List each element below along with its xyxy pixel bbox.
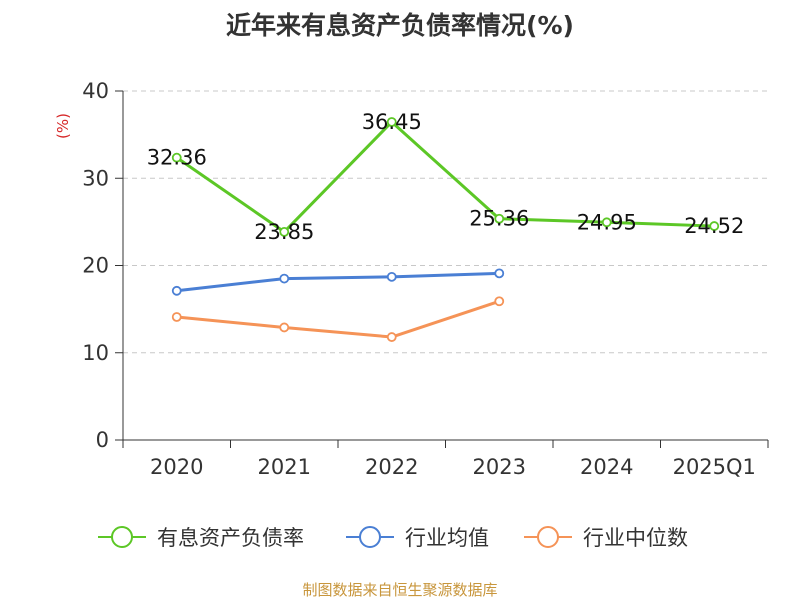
- data-label: 32.36: [147, 146, 207, 170]
- data-label: 24.95: [577, 210, 637, 234]
- chart-title: 近年来有息资产负债率情况(%): [226, 11, 574, 40]
- series-line: [175, 120, 715, 234]
- x-tick-label: 2021: [258, 455, 311, 479]
- series-line: [176, 271, 500, 293]
- data-point[interactable]: [279, 322, 290, 333]
- data-point[interactable]: [171, 285, 182, 296]
- data-label: 23.85: [254, 220, 314, 244]
- data-point[interactable]: [494, 268, 505, 279]
- data-point[interactable]: [171, 152, 182, 163]
- data-point[interactable]: [709, 221, 720, 231]
- legend-item[interactable]: 行业均值: [346, 526, 489, 550]
- legend-label: 行业均值: [405, 526, 489, 550]
- legend-marker: [359, 526, 381, 548]
- legend-label: 行业中位数: [583, 526, 688, 550]
- data-label: 25.36: [469, 207, 529, 231]
- legend-marker: [537, 526, 559, 548]
- data-point[interactable]: [171, 312, 182, 322]
- data-point[interactable]: [494, 296, 505, 307]
- data-point[interactable]: [279, 273, 290, 284]
- legend-marker: [111, 526, 133, 548]
- series-line: [176, 299, 500, 339]
- x-tick-label: 2022: [365, 455, 418, 479]
- y-axis-label: (%): [54, 113, 72, 139]
- grid-lines: [123, 90, 768, 354]
- legend-label: 有息资产负债率: [157, 526, 304, 550]
- x-tick-label: 2025Q1: [673, 455, 756, 479]
- series-lines: [171, 117, 720, 342]
- axes: 0 10 20 30 40 (%) 2020 2021 2022 2023 2024 2025Q1: [54, 79, 769, 479]
- data-labels: 32.36 23.85 36.45 25.36 24.95 24.52: [147, 110, 745, 244]
- data-label: 24.52: [684, 214, 744, 238]
- data-label: 36.45: [362, 110, 422, 134]
- x-tick-label: 2024: [580, 455, 633, 479]
- source-note: 制图数据来自恒生聚源数据库: [302, 581, 498, 599]
- x-tick-label: 2020: [150, 455, 203, 479]
- legend-item[interactable]: 有息资产负债率: [98, 526, 304, 550]
- legend: 有息资产负债率 行业均值 行业中位数: [98, 526, 688, 550]
- legend-item[interactable]: 行业中位数: [524, 526, 688, 550]
- y-tick-label: 20: [82, 254, 109, 278]
- y-tick-label: 30: [82, 166, 109, 190]
- data-point[interactable]: [386, 332, 397, 342]
- y-tick-label: 0: [96, 428, 109, 452]
- data-point[interactable]: [601, 217, 612, 228]
- data-point[interactable]: [386, 117, 397, 127]
- y-tick-label: 10: [82, 341, 109, 365]
- data-point[interactable]: [279, 227, 290, 237]
- x-tick-label: 2023: [473, 455, 526, 479]
- data-point[interactable]: [494, 213, 505, 224]
- data-point[interactable]: [386, 271, 397, 282]
- y-tick-label: 40: [82, 79, 109, 103]
